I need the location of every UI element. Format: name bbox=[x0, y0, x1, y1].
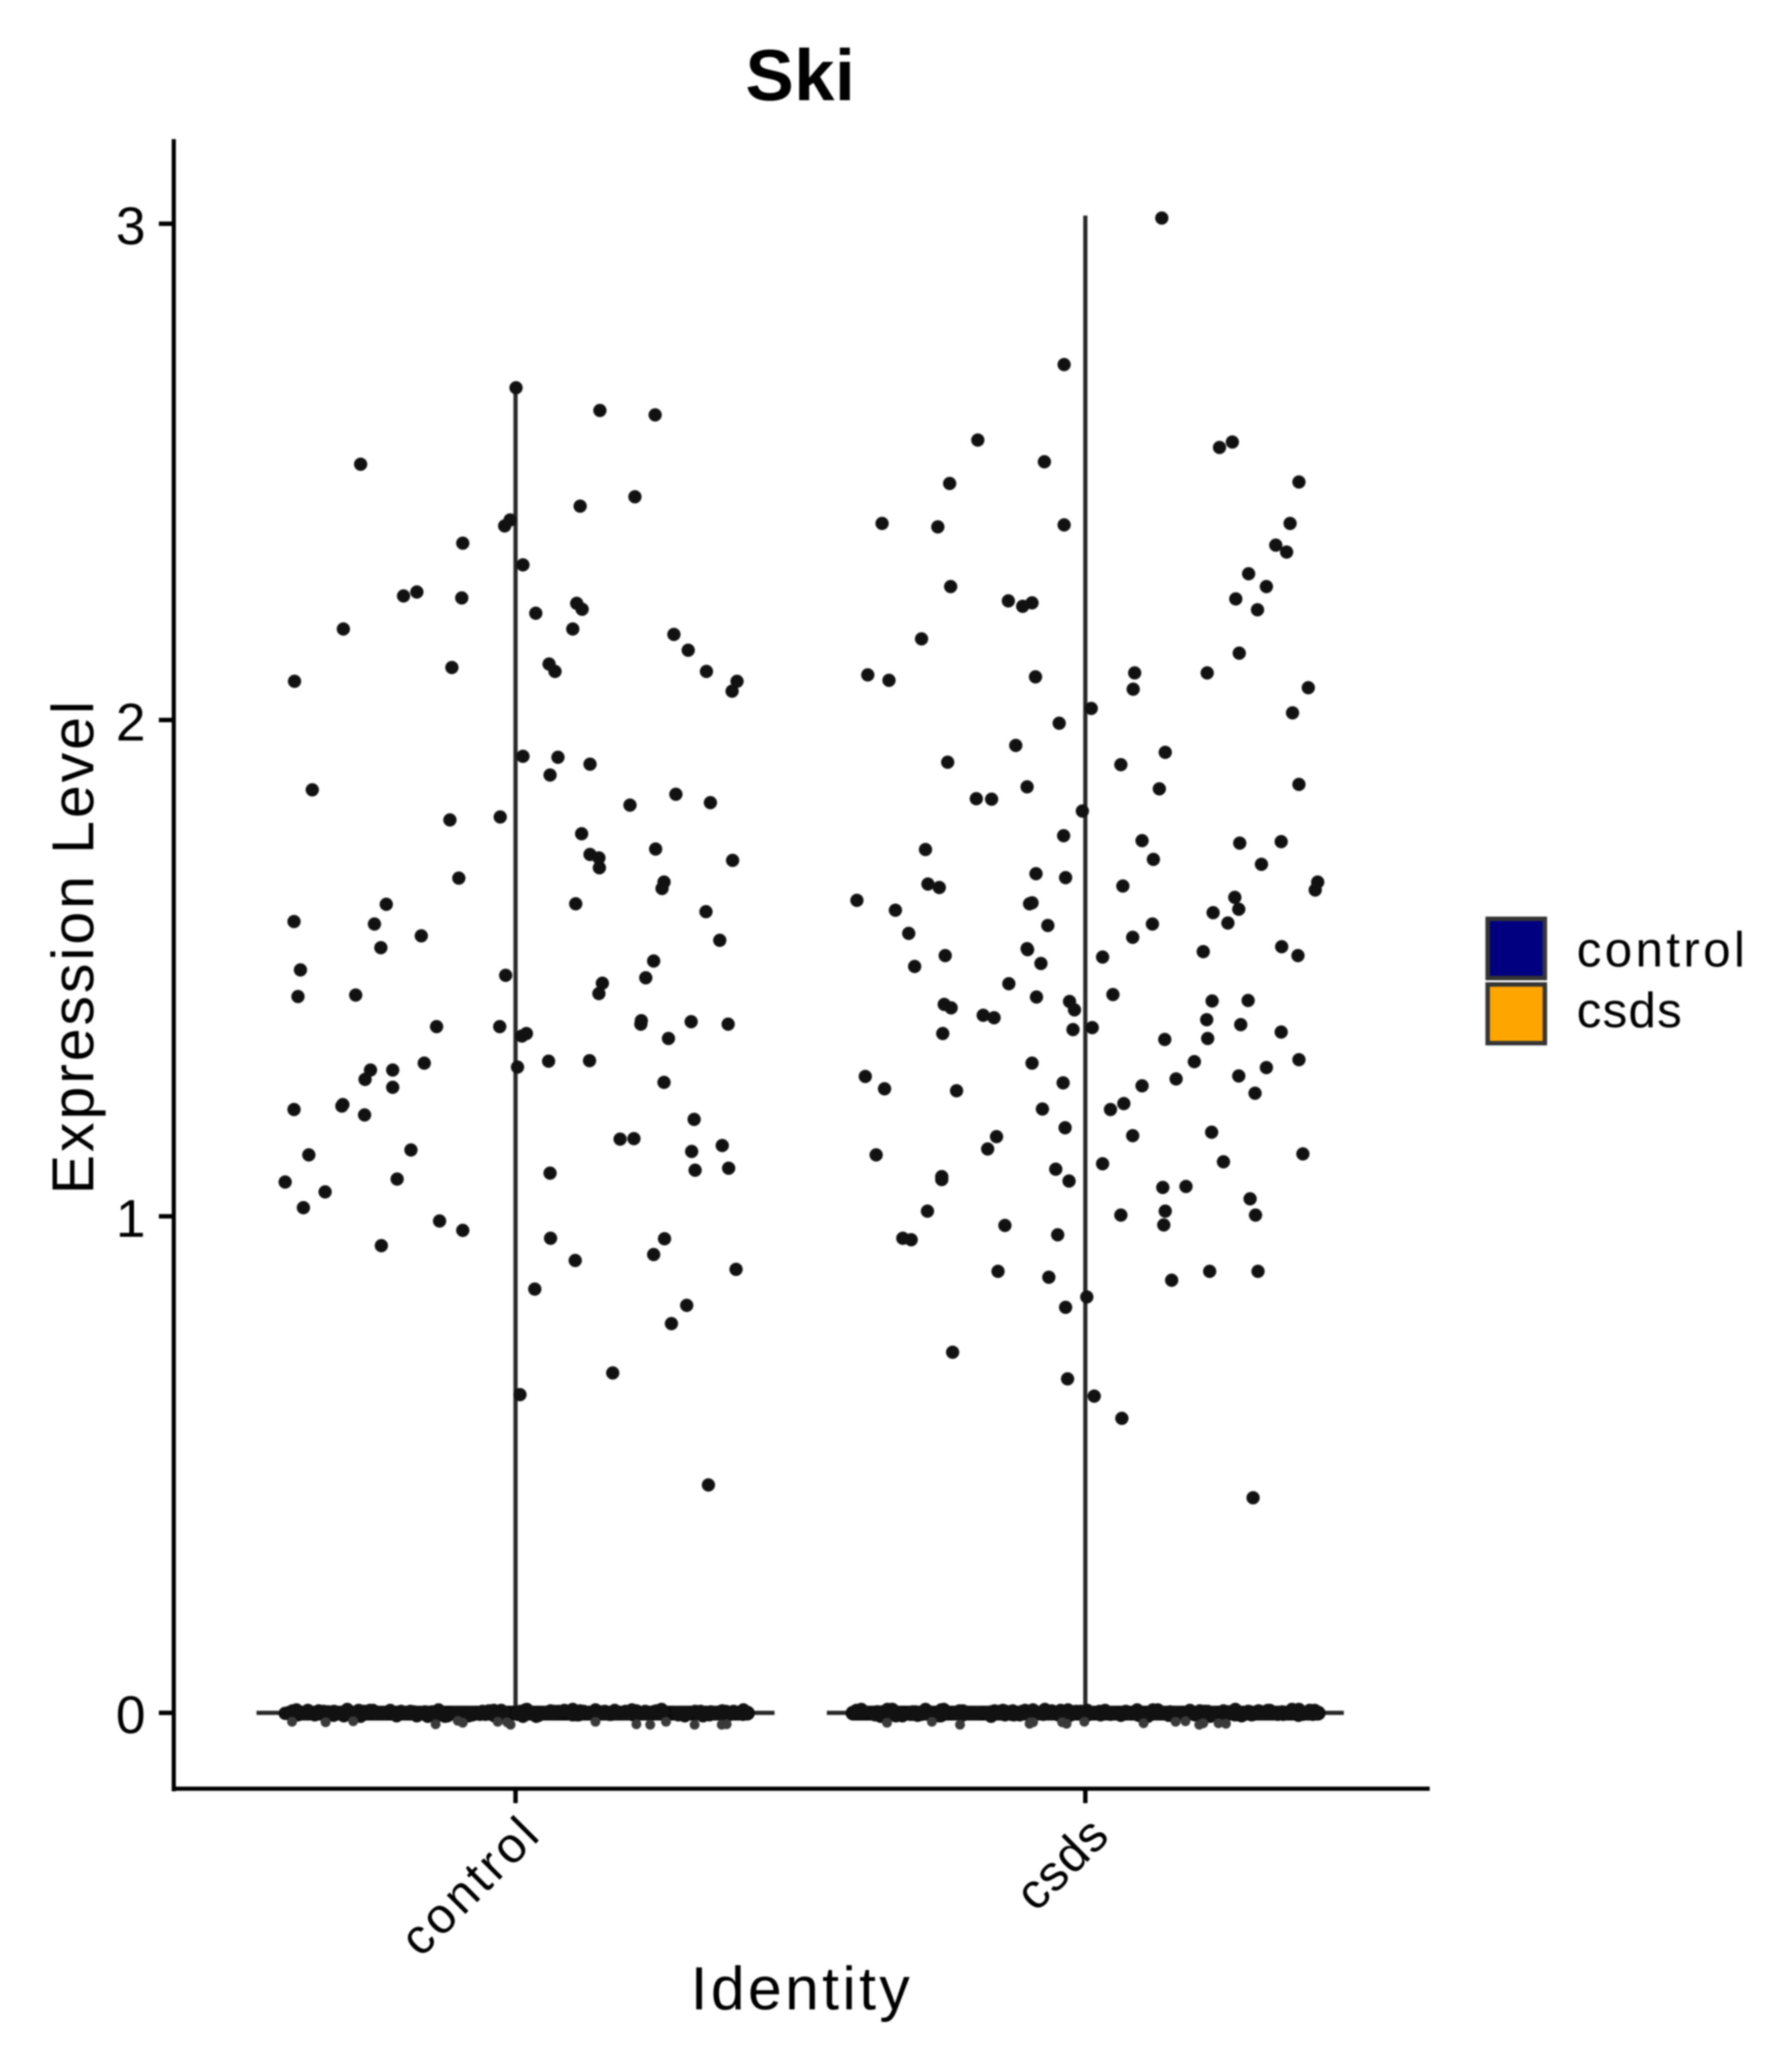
svg-text:1: 1 bbox=[116, 1188, 146, 1248]
svg-text:Ski: Ski bbox=[745, 35, 855, 116]
svg-text:control: control bbox=[1577, 922, 1745, 977]
svg-text:2: 2 bbox=[116, 692, 146, 752]
svg-text:Identity: Identity bbox=[691, 1955, 910, 2023]
svg-text:0: 0 bbox=[116, 1685, 146, 1744]
svg-text:csds: csds bbox=[1577, 983, 1682, 1038]
svg-text:3: 3 bbox=[116, 196, 146, 256]
